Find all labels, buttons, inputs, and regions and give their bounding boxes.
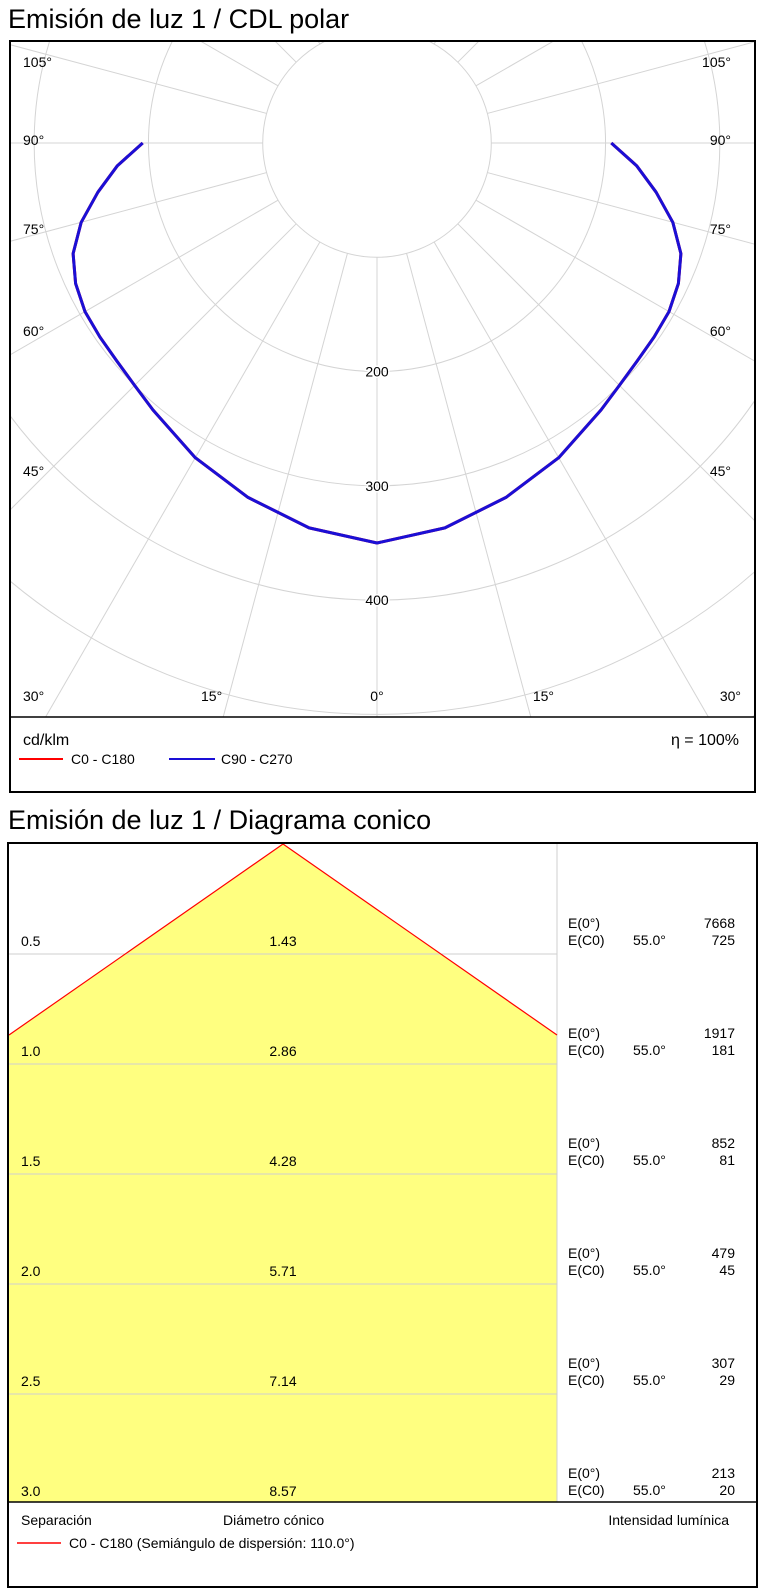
polar-grid-spoke xyxy=(275,42,297,63)
cone-e0-value: 7668 xyxy=(704,915,735,931)
polar-grid-spoke xyxy=(45,241,321,717)
cone-separation-value: 1.5 xyxy=(21,1153,41,1169)
cone-e0-label: E(0°) xyxy=(568,1135,600,1151)
cone-ec0-label: E(C0) xyxy=(568,1152,605,1168)
polar-grid-spoke xyxy=(222,253,348,717)
footer-diameter-label: Diámetro cónico xyxy=(223,1512,324,1528)
cone-angle-value: 55.0° xyxy=(633,1372,666,1388)
cone-diameter-value: 7.14 xyxy=(269,1373,296,1389)
polar-angle-label-left: 75° xyxy=(23,221,44,237)
unit-label: cd/klm xyxy=(23,732,69,749)
polar-chart-title: Emisión de luz 1 / CDL polar xyxy=(8,4,350,34)
polar-angle-label-right: 45° xyxy=(710,463,731,479)
polar-grid-ring xyxy=(11,42,754,791)
cone-ec0-value: 20 xyxy=(719,1482,735,1498)
cone-separation-value: 2.0 xyxy=(21,1263,41,1279)
polar-grid-spoke xyxy=(475,199,754,362)
cone-e0-value: 213 xyxy=(712,1465,736,1481)
cone-ec0-label: E(C0) xyxy=(568,1372,605,1388)
cone-ec0-label: E(C0) xyxy=(568,1042,605,1058)
polar-grid-spoke xyxy=(11,223,297,510)
polar-grid-ring xyxy=(262,42,492,258)
polar-angle-label-right: 15° xyxy=(533,688,554,704)
cone-separation-value: 1.0 xyxy=(21,1043,41,1059)
cone-e0-label: E(0°) xyxy=(568,1025,600,1041)
polar-angle-label-bottom: 0° xyxy=(370,688,383,704)
cone-e0-label: E(0°) xyxy=(568,915,600,931)
cone-angle-value: 55.0° xyxy=(633,1152,666,1168)
polar-angle-label-right: 30° xyxy=(720,688,741,704)
efficiency-label: η = 100% xyxy=(671,732,739,749)
polar-grid-spoke xyxy=(11,172,267,242)
cone-e0-value: 852 xyxy=(712,1135,736,1151)
cone-diameter-value: 5.71 xyxy=(269,1263,296,1279)
polar-chart-panel: 200 300 400 105° 90° 75° 60° 45° 30° 15° 105° 90° 75… xyxy=(9,40,756,793)
polar-angle-label-right: 60° xyxy=(710,323,731,339)
polar-grid-ring xyxy=(11,42,754,791)
cone-ec0-value: 29 xyxy=(719,1372,735,1388)
cone-chart-title: Emisión de luz 1 / Diagrama conico xyxy=(8,805,432,835)
footer-intensity-label: Intensidad lumínica xyxy=(608,1512,729,1528)
cone-edge-left xyxy=(8,843,284,1036)
cone-e0-value: 307 xyxy=(712,1355,736,1371)
polar-grid-spoke xyxy=(433,241,709,717)
legend-label-c0-c180: C0 - C180 xyxy=(71,751,135,767)
cone-ec0-label: E(C0) xyxy=(568,1482,605,1498)
polar-series-line xyxy=(71,141,683,545)
polar-grid-spoke xyxy=(433,42,436,45)
polar-grid-spoke xyxy=(487,172,754,245)
cone-ec0-value: 725 xyxy=(712,932,736,948)
cone-diameter-value: 4.28 xyxy=(269,1153,296,1169)
footer-separation-label: Separación xyxy=(21,1512,92,1528)
polar-grid-spoke xyxy=(487,42,754,114)
cone-ec0-label: E(C0) xyxy=(568,932,605,948)
polar-angle-label-right: 75° xyxy=(710,221,731,237)
polar-angle-label-left: 60° xyxy=(23,323,44,339)
polar-angle-label-left: 30° xyxy=(23,688,44,704)
cone-chart-panel: 0.5 1.43 E(0°) 7668 E(C0) 55.0° 725 1.0 2.86 E(0°… xyxy=(7,842,758,1588)
cone-e0-value: 479 xyxy=(712,1245,736,1261)
polar-angle-label-left: 90° xyxy=(23,132,44,148)
cone-separation-value: 2.5 xyxy=(21,1373,41,1389)
polar-grid-ring xyxy=(11,42,754,791)
cone-ec0-value: 45 xyxy=(719,1262,735,1278)
polar-grid-spoke xyxy=(457,223,754,521)
polar-angle-label-right: 105° xyxy=(702,54,731,70)
cone-edge-right xyxy=(282,843,558,1036)
cone-e0-label: E(0°) xyxy=(568,1465,600,1481)
polar-angle-label-left: 105° xyxy=(23,54,52,70)
cone-diagram: 0.5 1.43 E(0°) 7668 E(C0) 55.0° 725 1.0 2.86 E(0°… xyxy=(8,843,756,1551)
legend-label-c90-c270: C90 - C270 xyxy=(221,751,293,767)
polar-grid-spoke xyxy=(11,199,279,355)
cone-e0-label: E(0°) xyxy=(568,1355,600,1371)
cone-fill xyxy=(9,844,557,1502)
cone-diameter-value: 1.43 xyxy=(269,933,296,949)
polar-radial-tick-label: 200 xyxy=(365,364,389,380)
cone-diameter-value: 8.57 xyxy=(269,1483,296,1499)
polar-angle-label-left: 45° xyxy=(23,463,44,479)
cone-ec0-label: E(C0) xyxy=(568,1262,605,1278)
cone-ec0-value: 181 xyxy=(712,1042,736,1058)
polar-radial-tick-label: 300 xyxy=(365,478,389,494)
cone-legend-label: C0 - C180 (Semiángulo de dispersión: 110… xyxy=(69,1535,355,1551)
polar-grid-ring xyxy=(11,400,754,601)
polar-grid-spoke xyxy=(11,44,267,114)
cone-diameter-value: 2.86 xyxy=(269,1043,296,1059)
polar-grid-spoke xyxy=(318,42,321,45)
polar-grid-ring xyxy=(750,714,754,717)
cone-angle-value: 55.0° xyxy=(633,1262,666,1278)
cone-angle-value: 55.0° xyxy=(633,1482,666,1498)
cone-separation-value: 0.5 xyxy=(21,933,41,949)
polar-angle-label-left: 15° xyxy=(201,688,222,704)
polar-grid-spoke xyxy=(406,253,532,717)
polar-chart: 200 300 400 105° 90° 75° 60° 45° 30° 15° 105° 90° 75… xyxy=(11,42,754,791)
polar-radial-tick-label: 400 xyxy=(365,592,389,608)
cone-separation-value: 3.0 xyxy=(21,1483,41,1499)
cone-ec0-value: 81 xyxy=(719,1152,735,1168)
cone-angle-value: 55.0° xyxy=(633,1042,666,1058)
cone-e0-value: 1917 xyxy=(704,1025,735,1041)
cone-e0-label: E(0°) xyxy=(568,1245,600,1261)
polar-angle-label-right: 90° xyxy=(710,132,731,148)
cone-angle-value: 55.0° xyxy=(633,932,666,948)
